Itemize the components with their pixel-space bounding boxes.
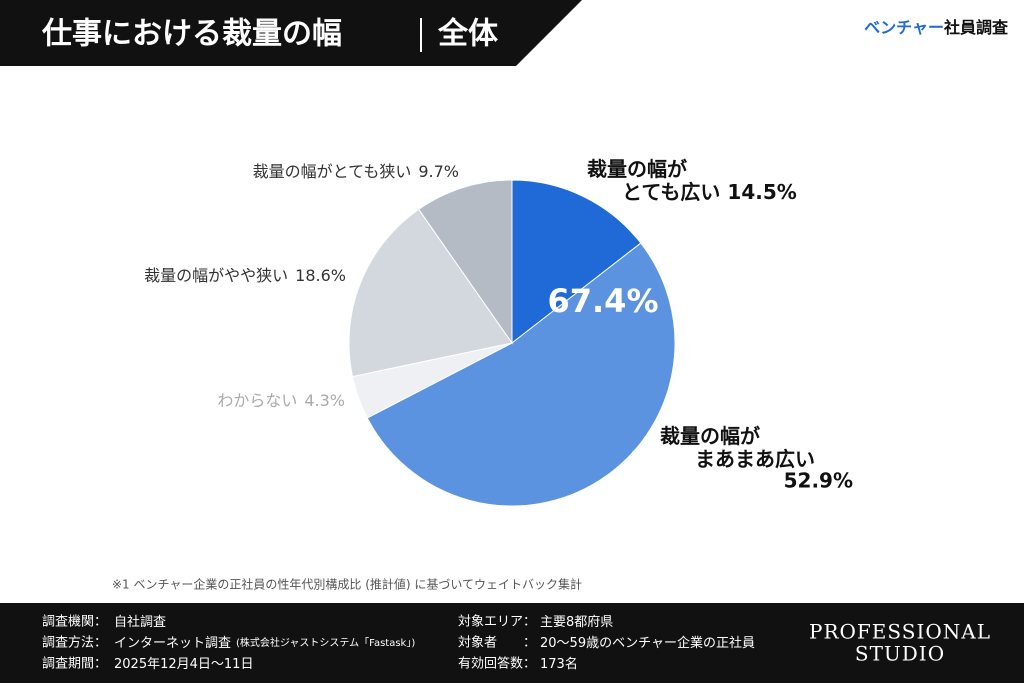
slice-label: 裁量の幅がとても狭い 9.7% (253, 162, 459, 181)
info-value: 主要8都府県 (540, 615, 613, 630)
info-value: インターネット調査 (株式会社ジャストシステム「Fastask」) (114, 636, 415, 651)
info-key: 有効回答数： (458, 656, 536, 672)
info-key: 対象エリア： (458, 615, 536, 630)
info-text: 2025年12月4日〜11日 (114, 657, 253, 672)
info-value: 2025年12月4日〜11日 (114, 657, 253, 672)
info-text: 自社調査 (114, 614, 166, 630)
logo-line: STUDIO (855, 642, 945, 666)
info-text: 主要8都府県 (540, 615, 613, 630)
slice-label: 裁量の幅が (587, 157, 687, 181)
subtitle: 全体 (437, 17, 499, 52)
logo-line: PROFESSIONAL (809, 620, 991, 644)
slice-label: まあまあ広い (695, 447, 815, 471)
category-label: 裁量の幅がやや狭い (144, 266, 288, 285)
pie-slice (348, 208, 513, 378)
category-label: とても広い (622, 180, 720, 204)
pie-slice (511, 179, 642, 345)
category-label: 裁量の幅がとても狭い (253, 162, 412, 181)
title: 仕事における裁量の幅 (41, 17, 342, 52)
slice-label: とても広い 14.5% (622, 180, 797, 204)
pie-slice (366, 242, 676, 507)
footer-band (0, 603, 1024, 683)
category-label: まあまあ広い (695, 447, 815, 471)
category-label: わからない (217, 391, 297, 410)
info-key: 調査期間： (42, 657, 107, 672)
info-value: 173名 (540, 656, 578, 672)
category-label: 裁量の幅が (660, 424, 760, 448)
header-band (0, 0, 582, 66)
info-key: 調査方法： (42, 635, 107, 651)
info-value: 20〜59歳のベンチャー企業の正社員 (540, 635, 755, 651)
info-note: (株式会社ジャストシステム「Fastask」) (236, 636, 415, 649)
info-text: 173名 (540, 656, 578, 672)
info-key: 対象者 ： (458, 636, 536, 651)
brand-accent: ベンチャー (864, 18, 944, 37)
value-label: 9.7% (418, 162, 459, 181)
brand: ベンチャー社員調査 (864, 18, 1008, 37)
value-label: 18.6% (295, 266, 346, 285)
category-label: 裁量の幅が (587, 157, 687, 181)
pie-slice (417, 179, 513, 345)
info-text: 20〜59歳のベンチャー企業の正社員 (540, 635, 755, 651)
info-text: インターネット調査 (114, 636, 231, 651)
info-key: 調査機関： (42, 615, 107, 630)
brand-rest: 社員調査 (943, 18, 1008, 37)
slice-label: 裁量の幅がやや狭い 18.6% (144, 266, 346, 285)
value-label: 4.3% (304, 391, 345, 410)
center-label: 67.4% (547, 282, 658, 320)
info-value: 自社調査 (114, 614, 166, 630)
value-label: 52.9% (784, 469, 853, 493)
footnote: ※1 ベンチャー企業の正社員の性年代別構成比 (推計値) に基づいてウェイトバッ… (112, 577, 582, 592)
slice-label: わからない 4.3% (217, 391, 345, 410)
slice-label: 裁量の幅が (660, 424, 760, 448)
value-label: 14.5% (727, 180, 796, 204)
